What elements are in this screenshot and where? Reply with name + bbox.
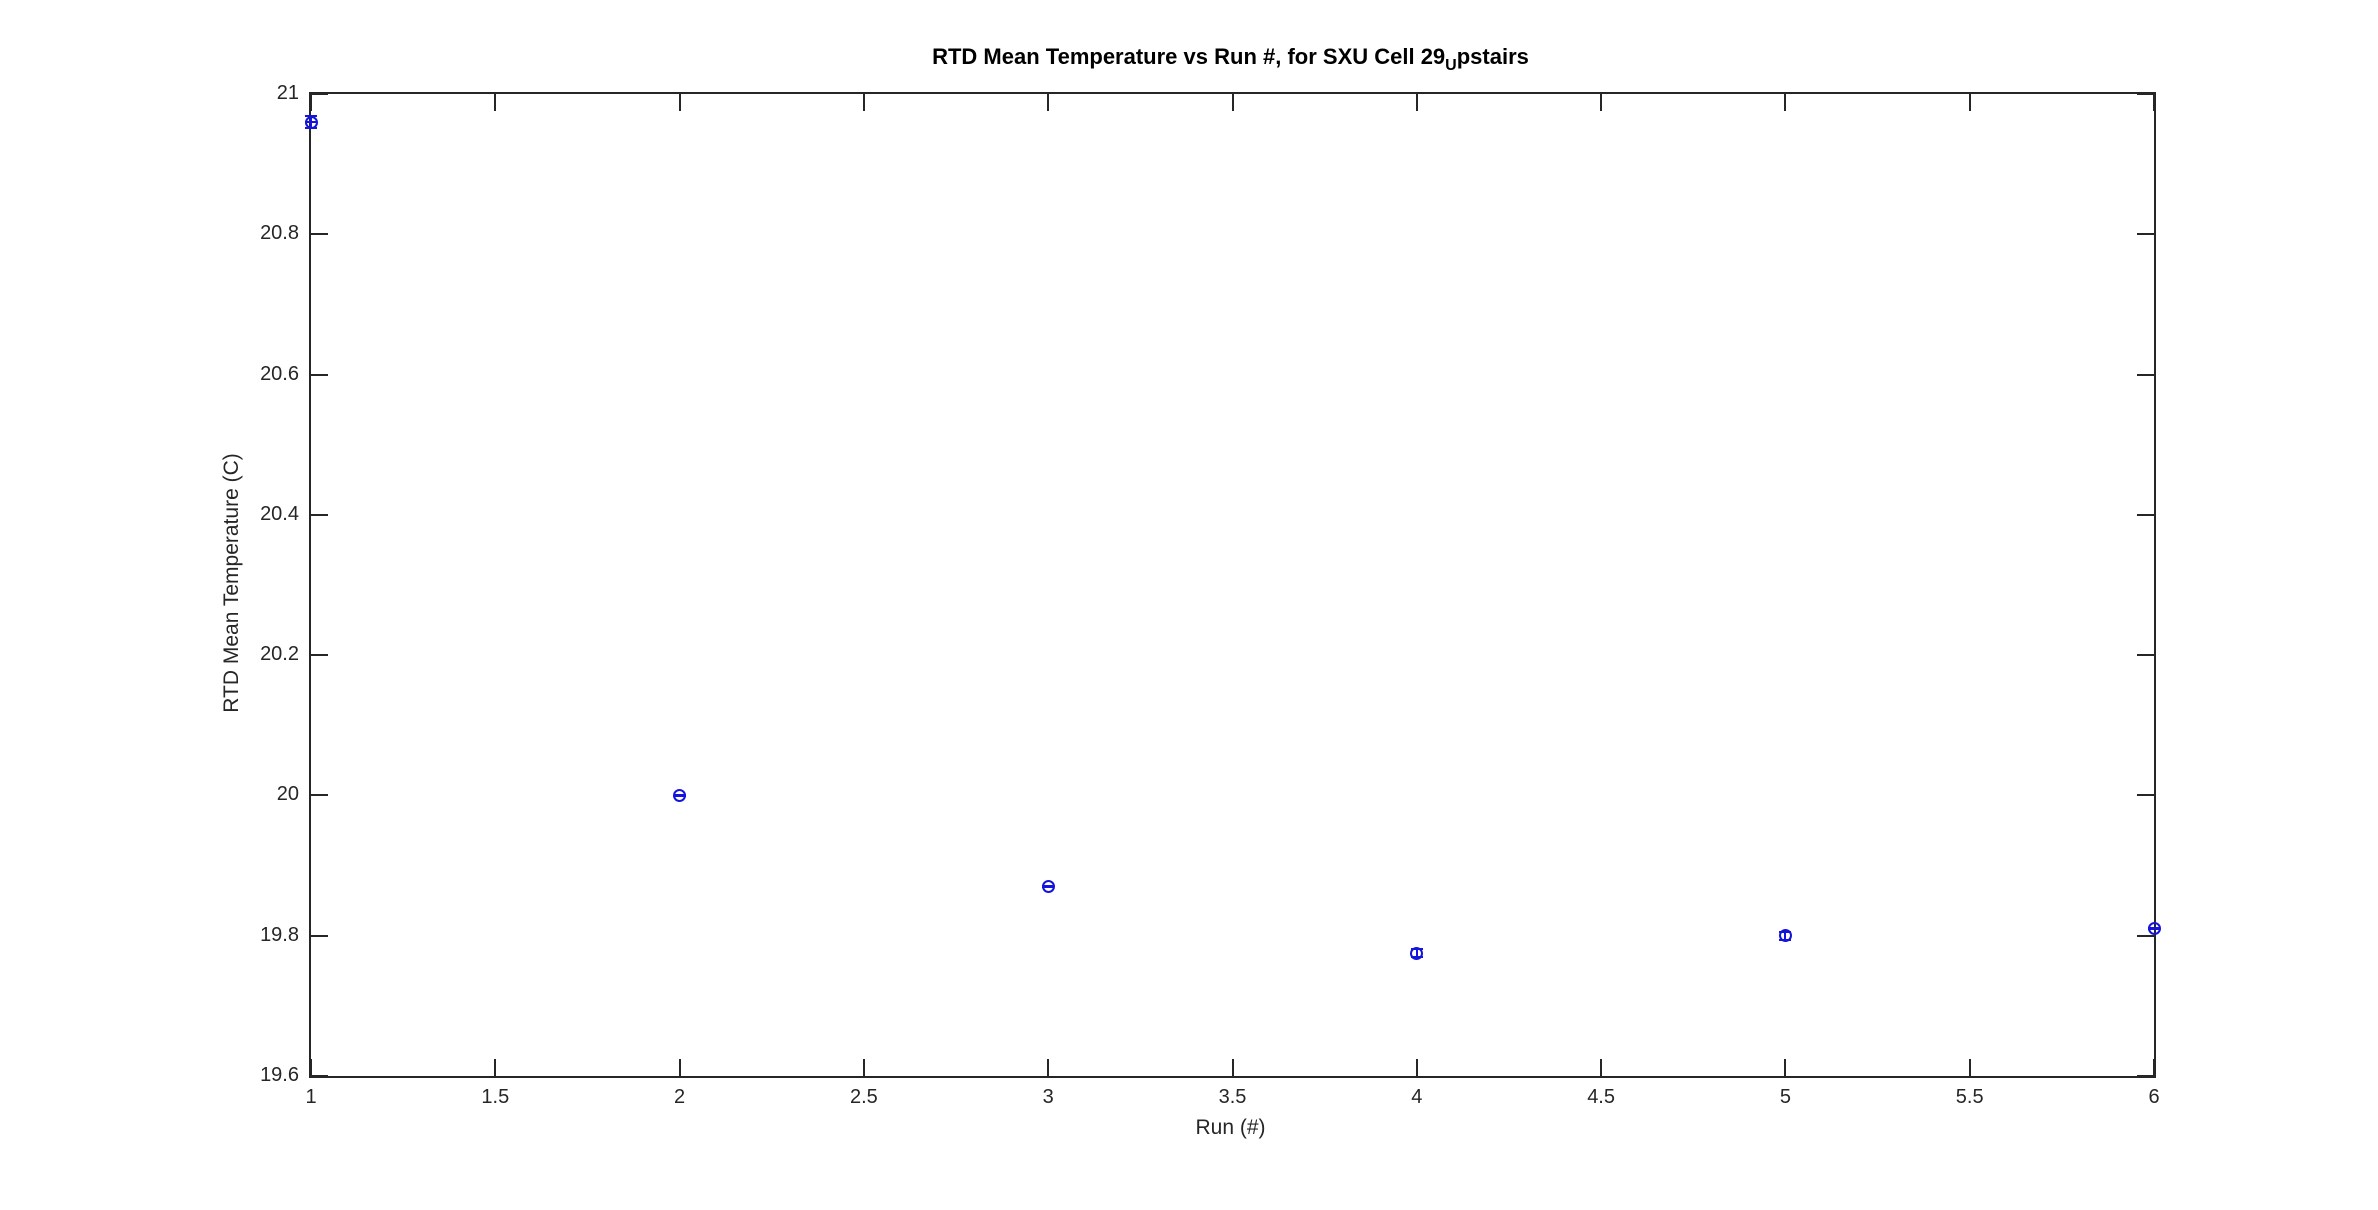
x-tick-label: 4	[1411, 1086, 1423, 1108]
x-tick-top	[678, 94, 681, 111]
x-tick-label: 4.5	[1587, 1086, 1615, 1108]
x-tick-label: 2	[674, 1086, 686, 1108]
y-tick-label: 20.6	[260, 362, 299, 385]
x-tick-label: 1.5	[481, 1086, 510, 1108]
chart-title: RTD Mean Temperature vs Run #, for SXU C…	[309, 44, 2152, 74]
x-tick-bottom	[1231, 1059, 1234, 1076]
y-tick-right	[2137, 233, 2154, 236]
x-tick-top	[1415, 94, 1418, 111]
x-tick-label: 5.5	[1955, 1086, 1984, 1108]
x-tick-bottom	[678, 1059, 681, 1076]
y-tick-left	[311, 373, 328, 376]
data-point-marker	[673, 788, 687, 802]
x-tick-label: 2.5	[849, 1086, 878, 1108]
x-tick-bottom	[1968, 1059, 1971, 1076]
x-tick-bottom	[310, 1059, 312, 1076]
chart-title-subscript: U	[1445, 57, 1457, 74]
y-tick-left	[311, 513, 328, 516]
y-tick-label: 19.6	[260, 1064, 299, 1086]
x-tick-bottom	[862, 1059, 865, 1076]
y-tick-right	[2137, 93, 2154, 95]
y-tick-label: 20.4	[260, 502, 299, 525]
y-tick-label: 20.2	[260, 643, 299, 666]
chart-title-prefix: RTD Mean Temperature vs Run #, for SXU C…	[932, 44, 1446, 69]
x-tick-top	[862, 94, 865, 111]
y-axis-label: RTD Mean Temperature (C)	[220, 453, 243, 713]
y-tick-right	[2137, 654, 2154, 657]
x-tick-top	[1968, 94, 1971, 111]
x-tick-top	[2153, 94, 2155, 111]
y-tick-right	[2137, 934, 2154, 937]
y-tick-right	[2137, 373, 2154, 376]
x-tick-label: 5	[1779, 1086, 1791, 1108]
y-tick-label: 20.8	[260, 222, 299, 245]
x-tick-bottom	[2153, 1059, 2155, 1076]
x-tick-bottom	[1784, 1059, 1787, 1076]
data-point-marker	[304, 115, 318, 129]
data-point-marker	[2147, 922, 2161, 936]
y-tick-left	[311, 233, 328, 236]
data-point-marker	[1778, 929, 1792, 943]
y-tick-right	[2137, 794, 2154, 797]
y-tick-left	[311, 934, 328, 937]
data-point-marker	[1041, 880, 1055, 894]
y-tick-left	[311, 794, 328, 797]
x-tick-label: 3.5	[1218, 1086, 1247, 1108]
x-tick-bottom	[1600, 1059, 1603, 1076]
x-axis-label: Run (#)	[1195, 1116, 1266, 1139]
x-tick-top	[1231, 94, 1234, 111]
y-tick-left	[311, 1075, 328, 1077]
x-tick-top	[1784, 94, 1787, 111]
x-tick-bottom	[1415, 1059, 1418, 1076]
x-tick-label: 6	[2148, 1086, 2160, 1108]
x-tick-top	[494, 94, 497, 111]
y-tick-label: 20	[276, 783, 299, 806]
data-point-marker	[1410, 946, 1424, 960]
y-tick-label: 19.8	[260, 923, 299, 946]
x-tick-label: 1	[305, 1086, 317, 1108]
y-tick-right	[2137, 513, 2154, 516]
x-tick-top	[310, 94, 312, 111]
y-tick-left	[311, 93, 328, 95]
x-tick-bottom	[1047, 1059, 1050, 1076]
plot-area: 1 1.5 2 2.5 3 3.5 4 4.5 5 5.5 6 19.6 19.8 20 20.2 20.4 2…	[260, 82, 2161, 1108]
x-tick-top	[1047, 94, 1050, 111]
y-tick-left	[311, 654, 328, 657]
y-tick-label: 21	[276, 82, 299, 104]
x-tick-label: 3	[1042, 1086, 1054, 1108]
x-tick-top	[1600, 94, 1603, 111]
chart-title-suffix: pstairs	[1456, 44, 1529, 69]
x-tick-bottom	[494, 1059, 497, 1076]
y-tick-right	[2137, 1075, 2154, 1077]
